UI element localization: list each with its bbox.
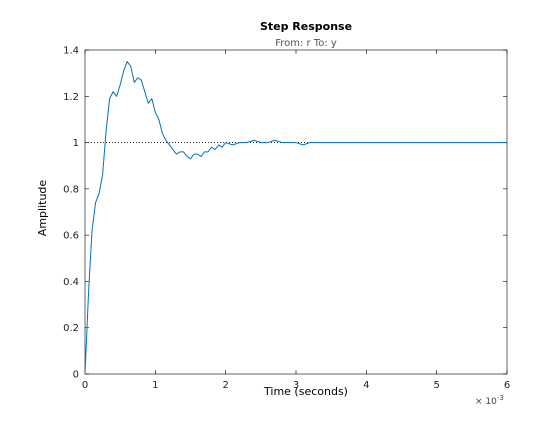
y-tick-label: 1 bbox=[73, 138, 79, 149]
x-tick-label: 3 bbox=[293, 380, 299, 391]
axis-ticks: 0 1 2 3 4 5 6 0 0.2 0.4 0.6 0.8 1 1.2 1.4 bbox=[63, 46, 510, 392]
y-tick-label: 0 bbox=[73, 370, 79, 381]
chart-title: Step Response bbox=[260, 20, 352, 33]
series-layer bbox=[84, 61, 507, 375]
x-axis-label: Time (seconds) bbox=[263, 385, 348, 398]
x-axis-exponent: × 10-3 bbox=[475, 394, 504, 407]
x-tick-label: 0 bbox=[82, 380, 88, 391]
plot-area bbox=[84, 49, 508, 375]
x-tick-label: 1 bbox=[152, 380, 158, 391]
step-response-line bbox=[84, 61, 507, 375]
y-tick-label: 1.4 bbox=[63, 46, 79, 57]
y-tick-label: 1.2 bbox=[63, 92, 79, 103]
x-tick-label: 6 bbox=[504, 380, 510, 391]
x-tick-label: 4 bbox=[363, 380, 369, 391]
chart-subtitle: From: r To: y bbox=[275, 38, 337, 49]
y-tick-label: 0.4 bbox=[63, 277, 79, 288]
y-tick-label: 0.2 bbox=[63, 323, 79, 334]
y-tick-label: 0.8 bbox=[63, 184, 79, 195]
y-tick-label: 0.6 bbox=[63, 231, 79, 242]
y-axis-label: Amplitude bbox=[36, 180, 49, 237]
x-tick-label: 2 bbox=[222, 380, 228, 391]
x-tick-label: 5 bbox=[433, 380, 439, 391]
